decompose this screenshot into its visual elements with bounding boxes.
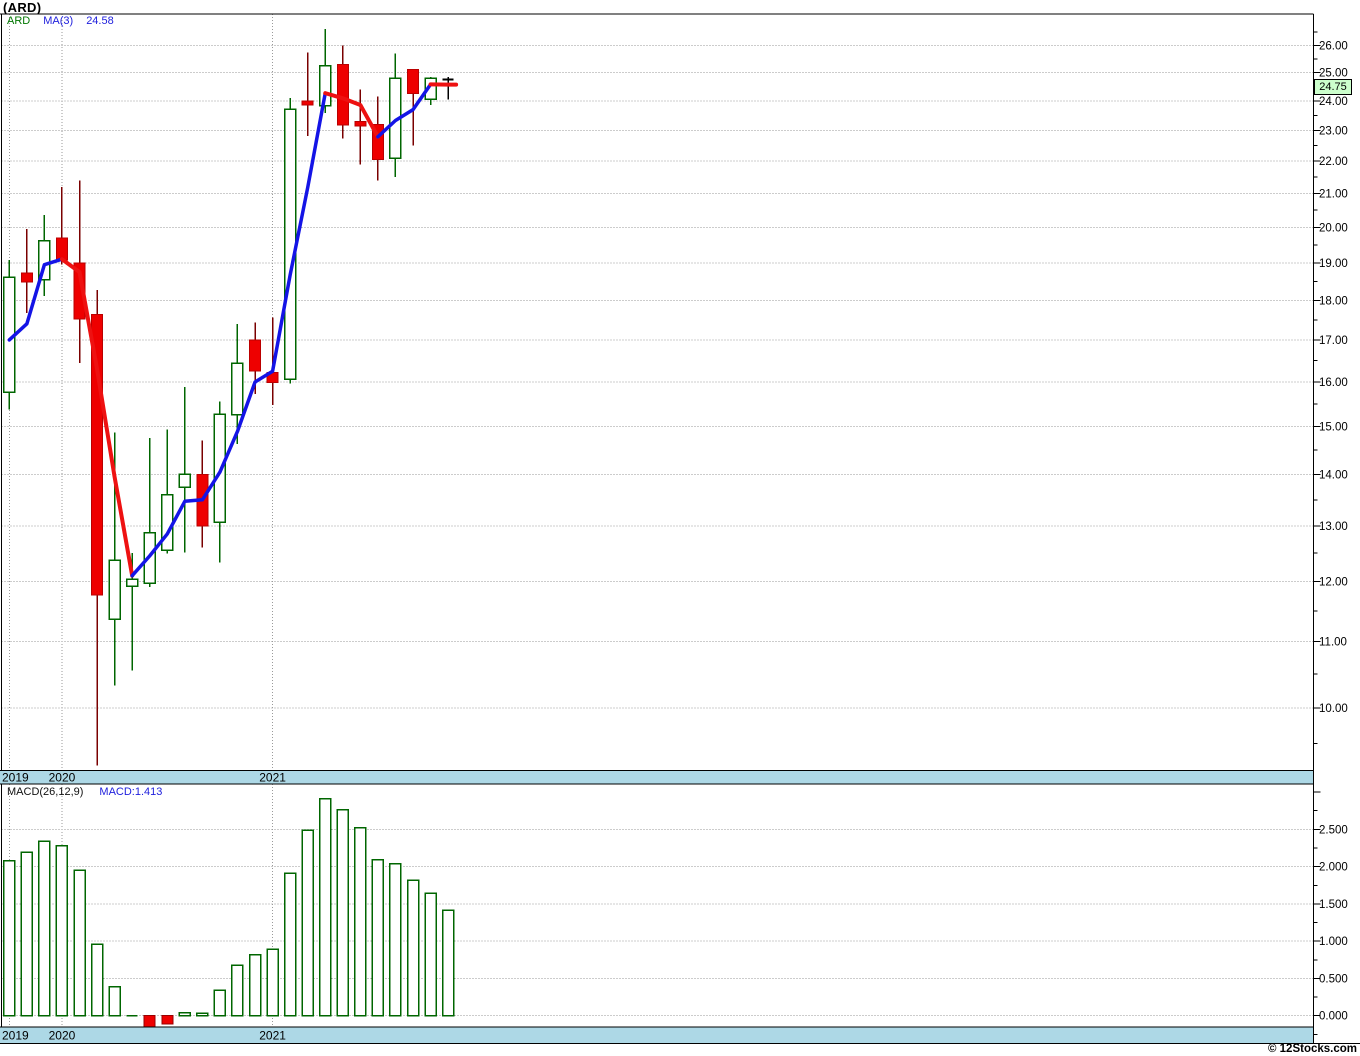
macd-tick-label: 2.000 xyxy=(1319,862,1348,874)
symbol-label: ARD xyxy=(7,15,31,27)
macd-tick-label: 1.500 xyxy=(1319,899,1348,911)
candle-body-up xyxy=(108,559,121,621)
ma3-line-rising xyxy=(130,91,328,578)
year-label-2020-main: 2020 xyxy=(49,771,76,785)
macd-bar-positive xyxy=(283,872,297,1017)
macd-bar-positive xyxy=(108,985,121,1017)
xaxis-band-macd xyxy=(0,1027,1314,1044)
macd-bar-positive xyxy=(73,869,86,1017)
copyright: © 12Stocks.com xyxy=(1267,1043,1357,1055)
price-tick-label: 15.00 xyxy=(1319,422,1348,434)
price-tick-label: 24.00 xyxy=(1319,96,1348,108)
candle-body-down xyxy=(407,68,420,95)
year-label-2019-macd: 2019 xyxy=(2,1029,29,1043)
candle-body-up xyxy=(231,362,244,416)
price-tick-label: 18.00 xyxy=(1319,295,1348,307)
candle-body-up xyxy=(319,65,332,107)
macd-bar-positive xyxy=(389,862,402,1017)
xaxis-band-main xyxy=(0,770,1314,784)
macd-bar-positive xyxy=(213,989,227,1017)
ma-label: MA(3) xyxy=(43,15,74,27)
price-tick-label: 19.00 xyxy=(1319,258,1348,270)
candle-body-up xyxy=(424,77,437,101)
year-label-2019-main: 2019 xyxy=(2,771,29,785)
macd-bar-positive xyxy=(90,943,104,1017)
macd-bar-positive xyxy=(319,798,332,1017)
macd-bar-positive xyxy=(231,964,244,1017)
macd-tick-label: 0.500 xyxy=(1319,973,1348,985)
page-title: (ARD) xyxy=(3,0,42,15)
candle-body-down xyxy=(73,262,86,320)
price-tick-label: 23.00 xyxy=(1319,125,1348,137)
macd-bar-positive xyxy=(336,809,350,1017)
candle-body-down xyxy=(371,123,384,161)
price-tick-label: 16.00 xyxy=(1319,377,1348,389)
year-label-2020-macd: 2020 xyxy=(49,1029,76,1043)
candle-body-down xyxy=(354,120,367,127)
macd-tick-label: 0.000 xyxy=(1319,1011,1348,1023)
macd-bar-positive xyxy=(38,840,51,1017)
main-chart-legend: ARD MA(3) 24.58 xyxy=(7,15,114,27)
candle-body-down xyxy=(301,100,314,106)
macd-legend: MACD(26,12,9) MACD:1.413 xyxy=(7,786,162,798)
price-tick-label: 20.00 xyxy=(1319,222,1348,234)
price-tick-label: 13.00 xyxy=(1319,521,1348,533)
year-label-2021-macd: 2021 xyxy=(259,1029,286,1043)
macd-value-label: MACD:1.413 xyxy=(99,786,163,798)
macd-tick-label: 1.000 xyxy=(1319,936,1348,948)
price-tick-label: 12.00 xyxy=(1319,576,1348,588)
price-tick-label: 25.00 xyxy=(1319,68,1348,80)
ma3-line-falling xyxy=(59,257,135,578)
price-tick-label: 14.00 xyxy=(1319,470,1348,482)
macd-bar-negative xyxy=(161,1015,174,1025)
price-tick-label: 11.00 xyxy=(1319,637,1347,649)
macd-bar-positive xyxy=(441,909,455,1017)
candle-body-down xyxy=(91,314,104,596)
macd-params-label: MACD(26,12,9) xyxy=(7,786,84,798)
candle-body-down xyxy=(20,272,33,283)
macd-bar-positive xyxy=(424,892,437,1017)
year-label-2021-main: 2021 xyxy=(259,771,286,785)
candle-body-up xyxy=(125,578,139,587)
candle-body-down xyxy=(249,339,262,372)
macd-bar-positive xyxy=(354,827,367,1017)
candle-body-down xyxy=(336,63,349,126)
ma-value: 24.58 xyxy=(86,15,114,27)
price-tick-label: 10.00 xyxy=(1319,703,1348,715)
price-tick-label: 21.00 xyxy=(1319,188,1348,200)
macd-bar-positive xyxy=(301,829,314,1017)
macd-bar-positive xyxy=(178,1011,192,1017)
candle-body-down xyxy=(55,237,68,261)
macd-tick-label: 2.500 xyxy=(1319,824,1348,836)
macd-bar-positive xyxy=(20,851,34,1017)
ma3-line-rising xyxy=(7,257,64,342)
price-tick-label: 22.00 xyxy=(1319,156,1348,168)
last-price-badge: 24.75 xyxy=(1314,79,1352,95)
candle-body-up xyxy=(283,108,297,381)
candle-body-up xyxy=(38,240,51,281)
macd-bar-positive xyxy=(406,879,420,1017)
macd-bar-positive xyxy=(3,859,16,1017)
macd-bar-negative xyxy=(143,1015,156,1028)
macd-bar-positive xyxy=(196,1012,209,1017)
price-tick-label: 26.00 xyxy=(1319,40,1348,52)
candle-body-up xyxy=(161,493,174,552)
ma3-line-rising xyxy=(376,82,433,139)
macd-bar-positive xyxy=(371,859,385,1017)
macd-bar-positive xyxy=(55,845,69,1017)
candle-body-up xyxy=(178,473,192,488)
macd-bar-positive xyxy=(248,953,262,1017)
macd-bar-positive xyxy=(266,948,279,1017)
price-tick-label: 17.00 xyxy=(1319,335,1348,347)
ma3-line-falling xyxy=(323,91,380,139)
